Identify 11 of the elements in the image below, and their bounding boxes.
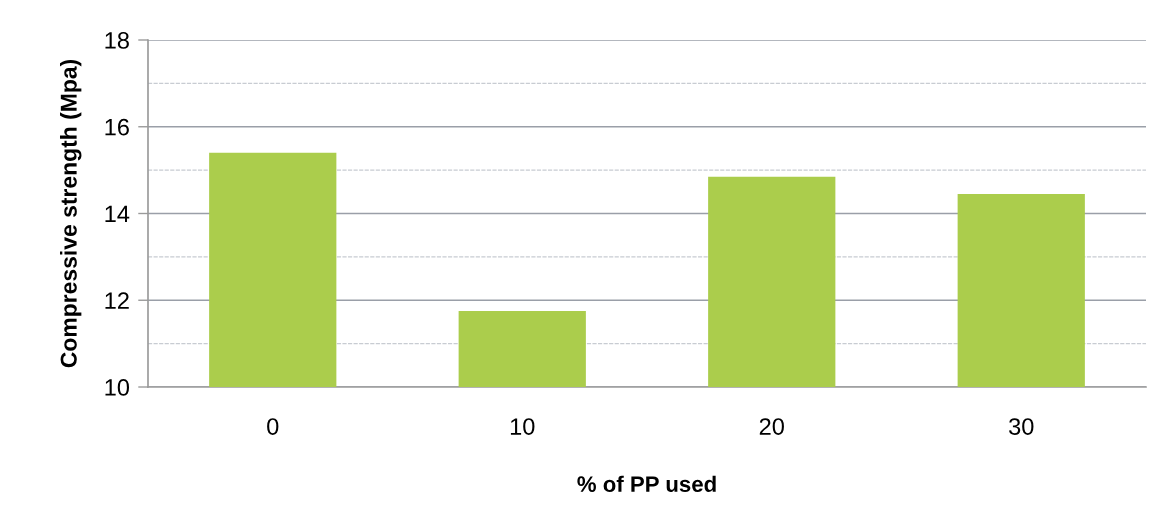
y-tick-label: 16 bbox=[105, 118, 129, 136]
x-tick-label: 20 bbox=[759, 418, 784, 435]
y-tick-label: 14 bbox=[105, 205, 130, 223]
x-tick-label: 0 bbox=[267, 418, 279, 435]
y-tick-label: 12 bbox=[105, 292, 129, 309]
x-tick-label: 10 bbox=[510, 418, 535, 435]
y-tick-label: 18 bbox=[105, 32, 129, 49]
x-tick-label: 30 bbox=[1009, 418, 1034, 435]
x-axis-title: % of PP used bbox=[577, 475, 716, 492]
y-axis-title: Compressive strength (Mpa) bbox=[60, 59, 82, 368]
y-tick-label: 10 bbox=[105, 379, 130, 396]
